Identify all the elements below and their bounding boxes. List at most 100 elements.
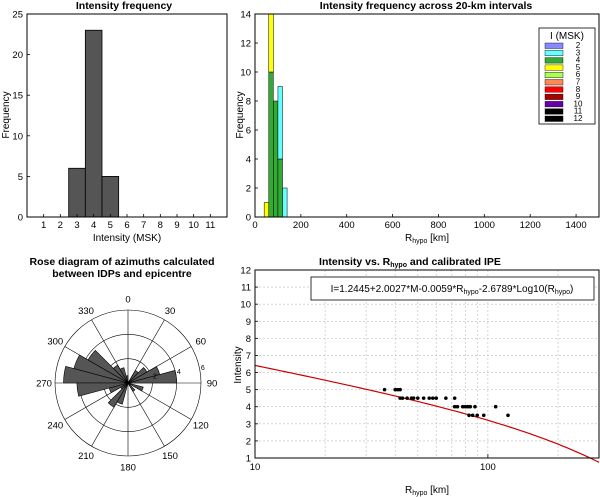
p4-point-10 (421, 396, 426, 400)
p3-title-line2: between IDPs and epicentre (52, 268, 192, 280)
p4-equation: I=1.2445+2.0027*M-0.0059*Rhypo-2.6789*Lo… (331, 284, 574, 296)
p3-angle-label-150: 150 (162, 451, 178, 462)
p4-point-8 (411, 396, 416, 400)
panel-rose-diagram: Rose diagram of azimuths calculated betw… (30, 256, 218, 474)
p4-y-label: Intensity (233, 346, 244, 383)
p2-x-tick-label: 800 (431, 220, 447, 231)
p3-angle-label-270: 270 (36, 379, 52, 390)
p4-point-6 (405, 396, 409, 400)
panel-intensity-vs-distance: Intensity vs. Rhypo and calibrated IPE 1… (233, 256, 600, 497)
p3-angle-label-180: 180 (120, 463, 136, 474)
p2-bars (263, 13, 288, 218)
p4-eq-s1: hypo (464, 289, 479, 296)
p3-angle-label-300: 300 (47, 337, 63, 348)
p4-y-tick-label: 5 (246, 385, 251, 396)
p4-point-12 (430, 396, 435, 400)
p4-point-26 (481, 413, 486, 418)
p1-y-tick-label: 15 (12, 91, 23, 102)
p1-x-tick-label: 2 (58, 220, 63, 231)
p2-legend-label-7: 7 (576, 78, 581, 87)
p1-y-tick-label: 25 (12, 10, 23, 21)
p4-point-13 (434, 396, 439, 400)
p3-wedge-16 (76, 382, 129, 397)
p4-point-27 (493, 404, 498, 409)
p4-x-tick-label: 10 (250, 462, 261, 473)
p4-ipe-curve (254, 364, 600, 463)
p1-bar-3 (68, 167, 86, 218)
p4-point-25 (475, 413, 480, 418)
p4-point-17 (455, 404, 460, 409)
p4-axes-frame (254, 269, 600, 459)
p3-title-line1: Rose diagram of azimuths calculated (30, 256, 215, 268)
p2-legend-swatch-10 (544, 101, 564, 108)
panel-intensity-frequency-intervals: Intensity frequency across 20-km interva… (235, 0, 600, 245)
p2-legend-swatch-3 (544, 50, 564, 56)
p2-legend-swatch-9 (544, 93, 564, 100)
p2-bar-0-seg-0 (263, 202, 270, 218)
p2-legend-label-6: 6 (576, 70, 581, 79)
p2-legend-swatch-5 (544, 64, 564, 71)
p2-x-tick-label: 1400 (565, 220, 586, 231)
p3-wedge-13 (107, 382, 129, 408)
p3-angle-label-210: 210 (78, 451, 94, 462)
p1-x-tick-label: 7 (141, 220, 146, 231)
p2-bar-4-seg-0 (282, 187, 288, 218)
p2-x-label-unit: [km] (427, 233, 449, 244)
p2-legend-label-8: 8 (576, 85, 581, 94)
p4-y-tick-label: 2 (246, 436, 251, 447)
panel-intensity-frequency: Intensity frequency 1 2 3 4 5 6 7 8 9 10 11 051015… (1, 0, 228, 244)
p4-eq-p2: -2.6789*Log10(R (479, 284, 555, 295)
p2-legend-title: I (MSK) (550, 31, 584, 42)
p4-eq-p3: ) (570, 284, 573, 295)
p4-x-label: Rhypo [km] (405, 485, 449, 497)
p4-eq-s2: hypo (555, 289, 570, 296)
p4-point-15 (452, 404, 457, 409)
p4-grid (255, 270, 599, 458)
p2-bar-3-seg-1 (277, 86, 283, 160)
p2-x-label: Rhypo [km] (405, 233, 449, 245)
p1-x-tick-label: 9 (174, 220, 179, 231)
p1-title: Intensity frequency (76, 0, 172, 12)
p4-point-5 (400, 396, 405, 400)
p1-x-tick-label: 8 (158, 220, 163, 231)
p3-radial-tick-2: 2 (153, 373, 157, 380)
p3-wedges (63, 349, 177, 408)
p3-angle-labels: 0 30 60 90 120 150 180 210 240 270 300 330 (36, 295, 217, 474)
p3-angle-label-120: 120 (193, 421, 209, 432)
p2-x-tick-label: 600 (385, 220, 401, 231)
p2-legend-label-3: 3 (576, 48, 581, 57)
p1-bar-5 (101, 175, 120, 218)
p1-y-label: Frequency (1, 91, 12, 138)
p4-y-tick-label: 3 (246, 419, 251, 430)
p2-legend-swatch-2 (544, 42, 564, 49)
p4-point-9 (415, 396, 420, 400)
p1-x-tick-label: 5 (108, 220, 113, 231)
p1-x-tick-label: 10 (188, 220, 199, 231)
p1-bar-4 (84, 29, 103, 218)
p4-y-tick-label: 7 (246, 351, 251, 362)
p3-wedge-3 (112, 364, 129, 384)
p4-point-11 (427, 396, 432, 400)
p1-y-tick-label: 10 (12, 131, 23, 142)
p3-radial-tick-6: 6 (201, 365, 205, 372)
p2-legend-label-9: 9 (576, 92, 581, 101)
p4-point-24 (473, 404, 477, 409)
p3-angle-label-330: 330 (78, 306, 94, 317)
p4-y-tick-label: 1 (246, 454, 251, 465)
p4-x-label-sub: hypo (412, 490, 427, 497)
p4-title-main: Intensity vs. R (319, 256, 391, 268)
p1-y-tick-label: 0 (18, 213, 23, 224)
p2-x-tick-label: 1200 (520, 220, 541, 231)
p3-angle-label-30: 30 (165, 306, 176, 317)
p4-point-23 (470, 413, 475, 418)
p4-point-21 (467, 413, 471, 418)
p3-wedge-1 (73, 354, 129, 384)
p2-x-tick-label: 0 (252, 220, 257, 231)
p4-title: Intensity vs. Rhypo and calibrated IPE (319, 256, 501, 269)
p3-wedge-2 (87, 349, 129, 384)
p4-point-3 (398, 387, 402, 392)
p2-title: Intensity frequency across 20-km interva… (320, 0, 533, 12)
